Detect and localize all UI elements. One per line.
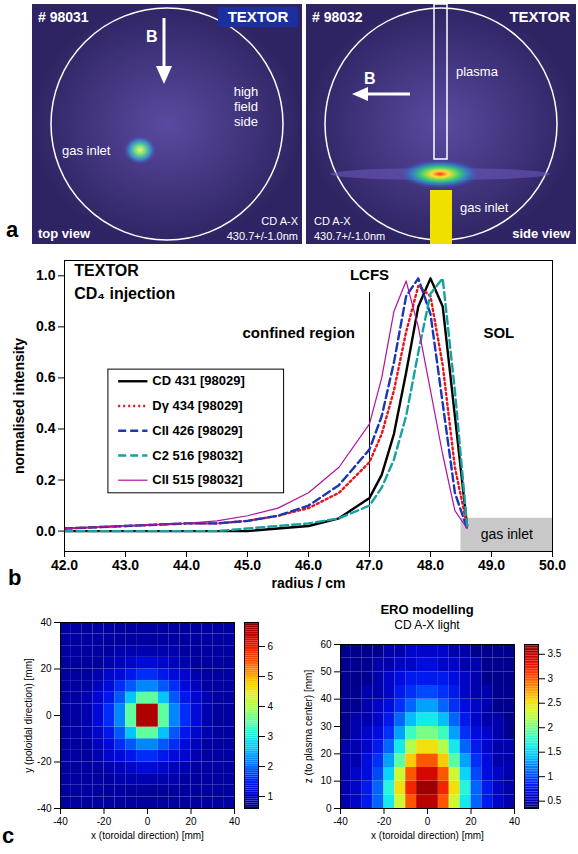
- svg-text:gas inlet: gas inlet: [460, 200, 509, 215]
- svg-text:430.7+/-1.0nm: 430.7+/-1.0nm: [227, 230, 298, 242]
- svg-text:field: field: [234, 99, 258, 114]
- svg-text:CII 515 [98032]: CII 515 [98032]: [152, 472, 242, 487]
- svg-text:0.0: 0.0: [36, 523, 56, 539]
- svg-text:# 98031: # 98031: [38, 9, 89, 25]
- svg-text:1: 1: [268, 791, 274, 802]
- svg-text:40: 40: [229, 816, 240, 827]
- svg-text:TEXTOR: TEXTOR: [228, 8, 289, 25]
- html-text:CD A-X light: CD A-X light: [394, 618, 460, 632]
- svg-text:-20: -20: [97, 816, 112, 827]
- svg-text:0: 0: [145, 816, 151, 827]
- svg-text:LCFS: LCFS: [350, 266, 389, 283]
- html-text:b: b: [8, 565, 22, 590]
- svg-text:0.8: 0.8: [36, 318, 56, 334]
- svg-text:gas inlet: gas inlet: [62, 143, 111, 158]
- svg-text:TEXTOR: TEXTOR: [509, 8, 570, 25]
- svg-text:20: 20: [465, 816, 477, 827]
- svg-text:TEXTOR: TEXTOR: [74, 262, 139, 279]
- svg-text:2: 2: [548, 722, 554, 733]
- svg-text:50: 50: [320, 666, 332, 677]
- svg-text:46.0: 46.0: [295, 557, 322, 573]
- svg-text:40: 40: [40, 617, 52, 628]
- svg-text:0.6: 0.6: [36, 369, 56, 385]
- svg-text:45.0: 45.0: [234, 557, 261, 573]
- svg-text:10: 10: [320, 775, 332, 786]
- svg-text:49.0: 49.0: [478, 557, 505, 573]
- svg-text:0.5: 0.5: [548, 795, 562, 806]
- svg-text:B: B: [146, 28, 158, 45]
- svg-text:x (toroidal direction) [mm]: x (toroidal direction) [mm]: [91, 830, 204, 841]
- svg-text:1: 1: [548, 771, 554, 782]
- svg-text:5: 5: [268, 671, 274, 682]
- svg-text:430.7+/-1.0nm: 430.7+/-1.0nm: [314, 230, 385, 242]
- svg-text:x (toroidal direction) [mm]: x (toroidal direction) [mm]: [371, 830, 484, 841]
- svg-text:2.5: 2.5: [548, 697, 562, 708]
- svg-text:0: 0: [46, 710, 52, 721]
- svg-text:4: 4: [268, 701, 274, 712]
- html-text:a: a: [6, 217, 19, 242]
- svg-text:1.5: 1.5: [548, 746, 562, 757]
- svg-text:# 98032: # 98032: [312, 9, 363, 25]
- svg-text:2: 2: [268, 761, 274, 772]
- svg-text:plasma: plasma: [456, 64, 499, 79]
- svg-text:top view: top view: [38, 226, 91, 241]
- svg-text:3: 3: [548, 673, 554, 684]
- svg-text:high: high: [234, 84, 259, 99]
- svg-text:0: 0: [326, 803, 332, 814]
- html-text:ERO modelling: ERO modelling: [380, 602, 474, 617]
- svg-text:20: 20: [320, 748, 332, 759]
- svg-text:-40: -40: [333, 816, 348, 827]
- svg-text:42.0: 42.0: [51, 557, 78, 573]
- svg-text:47.0: 47.0: [356, 557, 383, 573]
- svg-text:-20: -20: [37, 756, 52, 767]
- svg-text:SOL: SOL: [483, 324, 514, 341]
- svg-text:normalised intensity: normalised intensity: [11, 338, 27, 474]
- svg-text:z (to plasma center) [mm]: z (to plasma center) [mm]: [303, 670, 314, 784]
- svg-text:0.2: 0.2: [36, 472, 56, 488]
- svg-text:Dγ 434 [98029]: Dγ 434 [98029]: [152, 398, 242, 413]
- svg-text:0: 0: [425, 816, 431, 827]
- svg-text:1.0: 1.0: [36, 267, 56, 283]
- svg-text:side: side: [234, 114, 258, 129]
- svg-text:30: 30: [320, 721, 332, 732]
- svg-text:y (poloidal direction) [mm]: y (poloidal direction) [mm]: [23, 658, 34, 773]
- svg-text:CD 431 [98029]: CD 431 [98029]: [152, 373, 245, 388]
- svg-text:44.0: 44.0: [173, 557, 200, 573]
- svg-text:3.5: 3.5: [548, 648, 562, 659]
- svg-text:CD A-X: CD A-X: [261, 215, 298, 227]
- svg-text:-20: -20: [377, 816, 392, 827]
- svg-text:6: 6: [268, 641, 274, 652]
- svg-text:48.0: 48.0: [417, 557, 444, 573]
- svg-text:40: 40: [509, 816, 520, 827]
- svg-text:40: 40: [320, 693, 332, 704]
- svg-text:CD A-X: CD A-X: [314, 215, 351, 227]
- svg-text:CII 426 [98029]: CII 426 [98029]: [152, 423, 242, 438]
- svg-text:-40: -40: [53, 816, 68, 827]
- svg-text:43.0: 43.0: [112, 557, 139, 573]
- svg-text:C2 516 [98032]: C2 516 [98032]: [152, 448, 242, 463]
- svg-text:side view: side view: [512, 226, 571, 241]
- svg-text:gas inlet: gas inlet: [481, 526, 533, 542]
- svg-text:B: B: [364, 70, 376, 87]
- svg-text:-40: -40: [37, 803, 52, 814]
- svg-text:3: 3: [268, 731, 274, 742]
- html-text:c: c: [2, 823, 15, 848]
- svg-text:20: 20: [40, 663, 52, 674]
- svg-text:50.0: 50.0: [539, 557, 566, 573]
- svg-text:radius / cm: radius / cm: [272, 575, 346, 591]
- svg-text:confined region: confined region: [242, 324, 355, 341]
- svg-text:0.4: 0.4: [36, 420, 56, 436]
- svg-text:60: 60: [320, 639, 332, 650]
- svg-text:CD₄ injection: CD₄ injection: [74, 285, 175, 302]
- svg-text:20: 20: [185, 816, 197, 827]
